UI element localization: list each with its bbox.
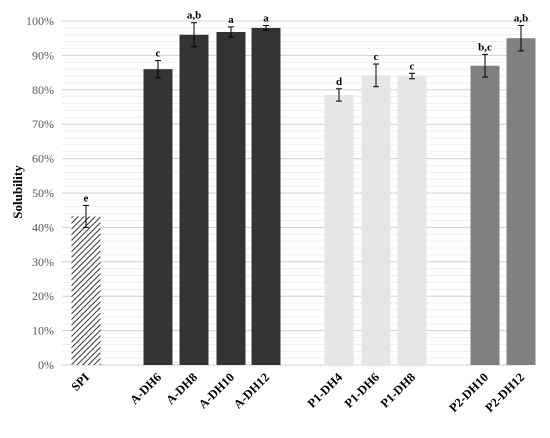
significance-letter: c: [156, 48, 161, 60]
significance-letter: a,b: [187, 10, 201, 22]
bars: [71, 27, 536, 366]
significance-letter: b,c: [478, 41, 492, 53]
y-tick-label: 80%: [32, 83, 54, 97]
x-category-label: P1-DH8: [378, 370, 418, 410]
x-category-label: SPI: [68, 370, 92, 394]
y-tick-label: 70%: [32, 117, 54, 131]
x-category-label: A-DH12: [231, 370, 272, 411]
grid-layer: [62, 20, 530, 366]
x-category-label: P2-DH12: [482, 370, 527, 415]
significance-letters: e c a,b a a d c c b,c a,b: [84, 10, 529, 205]
bar-a-dh6: [143, 69, 173, 365]
y-tick-label: 0%: [38, 358, 54, 372]
bar-a-dh12: [251, 27, 281, 365]
significance-letter: d: [336, 76, 342, 88]
bar-a-dh10: [216, 32, 246, 366]
x-category-label: P1-DH6: [342, 370, 382, 410]
x-category-label: P1-DH4: [305, 370, 346, 411]
x-category-label: A-DH10: [196, 370, 237, 411]
y-tick-label: 60%: [32, 152, 54, 166]
y-axis-title: Solubility: [10, 165, 25, 219]
significance-letter: a: [263, 12, 269, 24]
y-axis-ticks: 0% 10% 20% 30% 40% 50% 60% 70% 80% 90% 100%: [26, 14, 54, 372]
bar-p1-dh6: [361, 75, 391, 366]
significance-letter: e: [84, 192, 89, 204]
bar-p1-dh4: [324, 94, 354, 366]
y-tick-label: 50%: [32, 186, 54, 200]
significance-letter: c: [410, 60, 415, 72]
y-tick-label: 20%: [32, 289, 54, 303]
significance-letter: a: [228, 14, 234, 26]
bar-p2-dh10: [470, 65, 500, 365]
x-category-label: A-DH6: [127, 370, 164, 407]
significance-letter: c: [374, 51, 379, 63]
y-tick-label: 90%: [32, 48, 54, 62]
error-bars: [83, 22, 524, 228]
y-tick-label: 40%: [32, 220, 54, 234]
significance-letter: a,b: [514, 12, 528, 24]
bar-a-dh8: [179, 34, 209, 365]
bar-spi: [71, 216, 101, 365]
y-tick-label: 100%: [26, 14, 54, 28]
bar-p2-dh12: [506, 38, 536, 365]
y-tick-label: 30%: [32, 255, 54, 269]
y-tick-label: 10%: [32, 324, 54, 338]
bar-p1-dh8: [397, 76, 427, 365]
